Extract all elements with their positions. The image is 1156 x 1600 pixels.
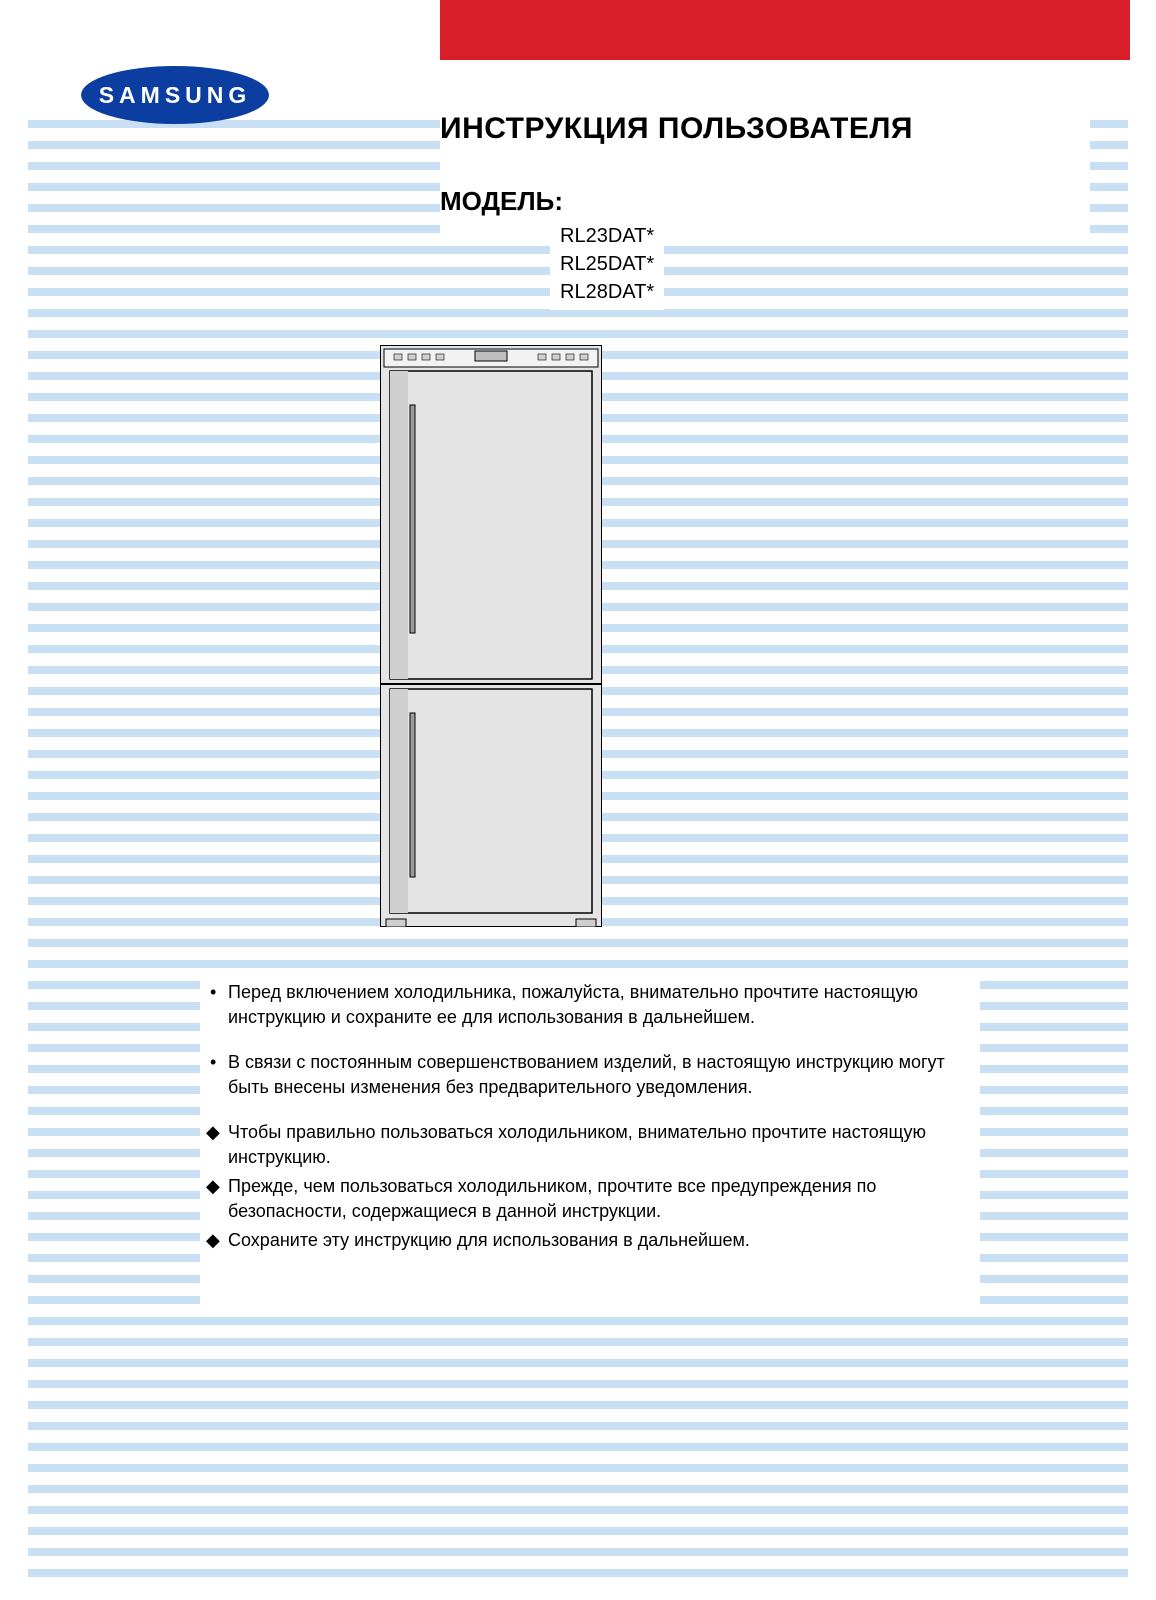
note-item: ◆Прежде, чем пользоваться холодильником,…: [206, 1174, 974, 1224]
bullet-dot-icon: •: [206, 1050, 228, 1100]
headings-block: ИНСТРУКЦИЯ ПОЛЬЗОВАТЕЛЯ МОДЕЛЬ:: [440, 100, 1090, 241]
note-item: ◆Сохраните эту инструкцию для использова…: [206, 1228, 974, 1253]
page: SAMSUNG ИНСТРУКЦИЯ ПОЛЬЗОВАТЕЛЯ МОДЕЛЬ: …: [0, 0, 1156, 1600]
document-title: ИНСТРУКЦИЯ ПОЛЬЗОВАТЕЛЯ: [440, 108, 919, 150]
note-text: Перед включением холодильника, пожалуйст…: [228, 980, 974, 1030]
bullet-diamond-icon: ◆: [206, 1120, 228, 1170]
notes-block: •Перед включением холодильника, пожалуйс…: [200, 970, 980, 1313]
product-illustration: [380, 345, 602, 927]
note-item: ◆Чтобы правильно пользоваться холодильни…: [206, 1120, 974, 1170]
note-text: В связи с постоянным совершенствованием …: [228, 1050, 974, 1100]
bullet-diamond-icon: ◆: [206, 1228, 228, 1253]
note-item: •В связи с постоянным совершенствованием…: [206, 1050, 974, 1100]
brand-logo: SAMSUNG: [80, 65, 270, 125]
bullet-diamond-icon: ◆: [206, 1174, 228, 1224]
note-text: Прежде, чем пользоваться холодильником, …: [228, 1174, 974, 1224]
model-item: RL28DAT*: [560, 278, 654, 306]
note-item: •Перед включением холодильника, пожалуйс…: [206, 980, 974, 1030]
model-item: RL23DAT*: [560, 222, 654, 250]
note-text: Сохраните эту инструкцию для использован…: [228, 1228, 974, 1253]
note-text: Чтобы правильно пользоваться холодильник…: [228, 1120, 974, 1170]
model-item: RL25DAT*: [560, 250, 654, 278]
model-list: RL23DAT*RL25DAT*RL28DAT*: [550, 218, 664, 310]
header-red-block: [440, 0, 1130, 60]
model-label: МОДЕЛЬ:: [440, 184, 569, 219]
brand-logo-text: SAMSUNG: [99, 82, 252, 108]
bullet-dot-icon: •: [206, 980, 228, 1030]
